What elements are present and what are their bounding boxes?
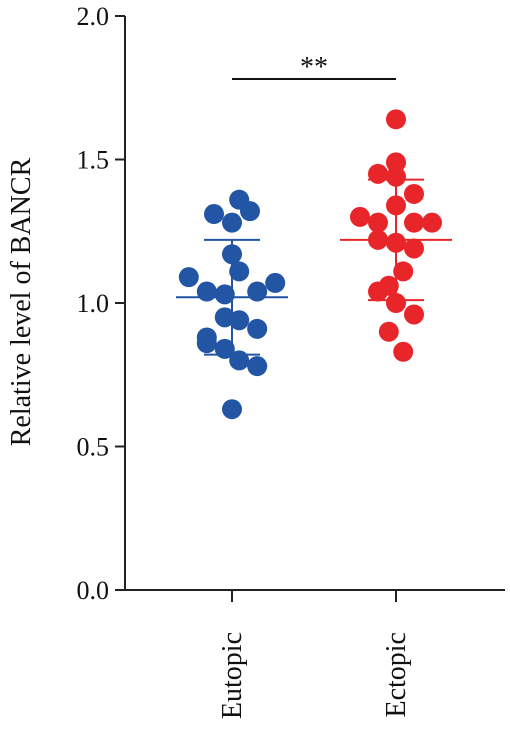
data-point [386, 232, 406, 253]
data-point [386, 152, 406, 173]
data-point [404, 304, 424, 325]
data-point [368, 281, 388, 302]
data-point [247, 281, 268, 302]
data-point [247, 356, 268, 377]
y-axis-title: Relative level of BANCR [6, 157, 37, 446]
x-axis: Eutopic Ectopic [125, 589, 505, 719]
data-point [229, 350, 250, 371]
data-point [247, 318, 268, 339]
data-point [265, 272, 286, 293]
data-point [422, 212, 442, 233]
y-tick-label: 1.5 [77, 146, 110, 175]
data-point [378, 321, 399, 342]
data-point [404, 183, 424, 204]
data-point [222, 212, 242, 233]
x-tick-label: Eutopic [217, 632, 248, 719]
data-point [393, 341, 414, 362]
data-point [240, 201, 260, 222]
data-point [368, 163, 388, 184]
y-axis: 0.0 0.5 1.0 1.5 2.0 [77, 2, 126, 605]
data-point [386, 109, 406, 130]
y-tick-label: 0.0 [77, 576, 110, 605]
data-point [229, 310, 250, 331]
significance-annotation: ** [232, 52, 396, 83]
data-point [350, 206, 370, 227]
data-point [222, 399, 242, 420]
data-point [386, 195, 406, 216]
data-point [214, 284, 235, 305]
data-point [178, 267, 199, 288]
data-point [386, 166, 406, 187]
data-point [386, 293, 406, 313]
data-points [178, 109, 442, 420]
x-tick-label: Ectopic [381, 632, 412, 718]
significance-label: ** [300, 52, 328, 83]
data-point [196, 281, 217, 302]
y-tick-label: 0.5 [77, 433, 110, 462]
y-tick-label: 2.0 [77, 2, 110, 31]
data-point [368, 212, 388, 233]
data-point [229, 261, 250, 282]
data-point [222, 244, 242, 265]
data-point [393, 261, 414, 282]
data-point [196, 333, 217, 354]
data-point [368, 229, 388, 250]
data-point [214, 338, 235, 359]
y-tick-label: 1.0 [77, 289, 110, 318]
data-point [404, 212, 424, 233]
data-point [404, 238, 424, 259]
data-point [204, 204, 224, 225]
